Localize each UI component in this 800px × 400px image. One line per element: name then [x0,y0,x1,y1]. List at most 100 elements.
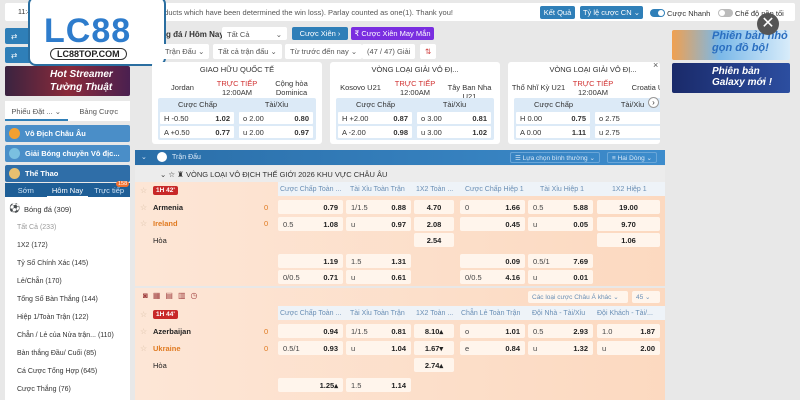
odds-cell[interactable]: 0.45 [460,217,525,231]
sport-menu [5,197,130,400]
menu-item[interactable]: Tỷ Số Chính Xác (145) [17,260,89,267]
odds-cell[interactable]: 9.70 [597,217,660,231]
odds-cell[interactable]: 1.25▴ [278,378,343,392]
rows-option-dropdown[interactable]: ≡ Hai Dòng ⌄ [607,152,657,163]
odds-cell[interactable]: 0.5/1 0.93 [278,341,343,355]
home-score: 0 [264,327,269,336]
odds-cell[interactable]: 0.79 [278,200,343,214]
odds-cell[interactable]: 1/1.5 0.81 [346,324,411,338]
match-tools-icons[interactable]: ◙▦▤▥◷ [143,291,203,300]
close-ad-icon[interactable]: ✕ [757,13,779,35]
sidebar-item-volleyball[interactable]: Giải Bóng chuyền Vô địc... [5,145,130,162]
odds-cell[interactable]: u 1.32 [528,341,593,355]
odds-cell[interactable]: u 0.01 [528,270,593,284]
menu-item[interactable]: Cược Thắng (76) [17,386,71,393]
close-cards-icon[interactable]: × [653,60,659,70]
odds-cell[interactable]: 1.0 1.87 [597,324,660,338]
odds-cell[interactable]: u 0.05 [528,217,593,231]
odds-cell[interactable]: e 0.84 [460,341,525,355]
odds-cell[interactable]: 0/0.5 4.16 [460,270,525,284]
filter-select[interactable]: Tất Cả ⌄ [222,27,287,40]
odds-cell[interactable]: u 1.04 [346,341,411,355]
sport-soccer[interactable]: Bóng đá (309) [24,205,72,214]
match-card[interactable]: GIAO HỮU QUỐC TẾ Jordan TRỰC TIẾP 12:00AM… [152,62,322,144]
match-card[interactable]: VÒNG LOẠI GIẢI VÔ ĐỊ... Kosovo U21 TRỰC … [330,62,500,144]
breadcrumb: g đá / Hôm Nay [166,30,224,39]
other-asian-bets-dropdown[interactable]: Các loại cược Châu Á khác ⌄ [528,291,628,303]
odds-cell[interactable]: 2.54 [414,233,454,247]
odds-cell[interactable]: 1/1.5 0.88 [346,200,411,214]
bet-tabs: Phiếu Đặt ... ⌄ Bảng Cược [5,101,130,121]
menu-item[interactable]: Tổng Số Bàn Thắng (144) [17,296,98,303]
tab-bet-slip[interactable]: Phiếu Đặt ... ⌄ [5,101,68,121]
collapse-icon[interactable]: ⌄ [141,154,147,161]
menu-item[interactable]: Cá Cược Tổng Hợp (645) [17,368,98,375]
sports-icon [9,168,20,179]
live-badge: 1H 44' [153,310,178,319]
date-filter[interactable]: Từ trước đến nay ⌄ [285,44,363,59]
all-matches-filter[interactable]: Tất cả trận đấu ⌄ [213,44,282,59]
display-option-dropdown[interactable]: ☰ Lựa chọn bình thường ⌄ [510,152,600,163]
odds-cell[interactable]: 0 1.66 [460,200,525,214]
odds-cell[interactable]: 19.00 [597,200,660,214]
results-button[interactable]: Kết Quả [540,6,575,19]
more-bets-count[interactable]: 45 ⌄ [632,291,660,303]
odds-type-dropdown[interactable]: Tỷ lệ cược CN ⌄ [580,6,643,19]
ad-banner-compact[interactable]: Phiên bản nhỏ gọn đồ bộ! [672,30,790,60]
odds-cell[interactable]: 1.06 [597,233,660,247]
lucky-parlay-button[interactable]: ₹ Cược Xiên May Mắn [351,27,434,40]
parlay-button[interactable]: Cược Xiên › [292,27,348,40]
tab-today[interactable]: Hôm Nay [46,183,89,197]
away-team: Ukraine [153,344,181,353]
odds-cell[interactable]: 2.74▴ [414,358,454,372]
col-header: Chẵn Lẻ Toàn Trận [461,310,521,317]
col-header: Cược Chấp Toàn ... [280,310,342,317]
home-score: 0 [264,203,269,212]
odds-cell[interactable]: u 0.61 [346,270,411,284]
ad-banner-galaxy[interactable]: Phiên bản Galaxy mới ! [672,63,790,93]
sidebar-item-euro[interactable]: Vô Địch Châu Âu [5,125,130,142]
menu-item[interactable]: Hiệp 1/Toàn Trận (122) [17,314,89,321]
odds-cell[interactable]: 0.5 5.88 [528,200,593,214]
match-card[interactable]: VÒNG LOẠI GIẢI VÔ ĐỊ... Thổ Nhĩ Kỳ U21 T… [508,62,660,144]
tab-live[interactable]: Trực tiếp [94,186,125,195]
odds-cell[interactable]: o 1.01 [460,324,525,338]
col-header: Tài Xỉu Toàn Trận [350,186,405,193]
menu-item[interactable]: Bàn thắng Đầu/ Cuối (85) [17,350,97,357]
col-header: 1X2 Toàn ... [416,186,454,193]
odds-cell[interactable]: 0.5 2.93 [528,324,593,338]
odds-cell[interactable]: 0.5 1.08 [278,217,343,231]
menu-item[interactable]: Chẵn / Lẻ của Nửa trận... (110) [17,332,114,339]
odds-cell[interactable]: 1.5 1.14 [346,378,411,392]
odds-cell[interactable]: 2.08 [414,217,454,231]
odds-cell[interactable]: 1.67▾ [414,341,454,355]
quick-bet-toggle[interactable] [650,9,665,17]
league-count-filter[interactable]: (47 / 47) Giải [362,44,416,59]
odds-cell[interactable]: 0.5/1 7.69 [528,254,593,268]
menu-item[interactable]: Tất Cả (233) [17,224,57,231]
odds-cell[interactable]: 0/0.5 0.71 [278,270,343,284]
odds-cell[interactable]: u 0.97 [346,217,411,231]
dark-mode-toggle[interactable] [718,9,733,17]
odds-cell[interactable]: 4.70 [414,200,454,214]
odds-cell[interactable]: 8.10▴ [414,324,454,338]
odds-cell[interactable]: 0.94 [278,324,343,338]
odds-cell[interactable]: u 2.00 [597,341,660,355]
col-header: Đội Nhà - Tài/Xỉu [532,310,586,317]
odds-cell[interactable]: 1.5 1.31 [346,254,411,268]
match-filter[interactable]: Trận Đấu ⌄ [160,44,210,59]
odds-cell[interactable]: 0.09 [460,254,525,268]
league-header[interactable]: ⌄ ☆ ♜ VÒNG LOẠI VÔ ĐỊCH THẾ GIỚI 2026 KH… [135,166,665,182]
sort-icon[interactable]: ⇅ [420,44,437,59]
next-card-icon[interactable]: › [648,97,659,108]
col-header: 1X2 Toàn ... [416,310,454,317]
tab-early[interactable]: Sớm [17,186,34,195]
match-icon [157,152,167,162]
hot-streamer-banner[interactable]: Hot Streamer Tường Thuật [5,66,130,96]
sidebar-item-sports[interactable]: Thể Thao [5,165,130,182]
menu-item[interactable]: Lẻ/Chẵn (170) [17,278,62,285]
column-header-row [278,306,665,320]
menu-item[interactable]: 1X2 (172) [17,242,48,249]
odds-cell[interactable]: 1.19 [278,254,343,268]
tab-bet-list[interactable]: Bảng Cược [79,107,119,116]
